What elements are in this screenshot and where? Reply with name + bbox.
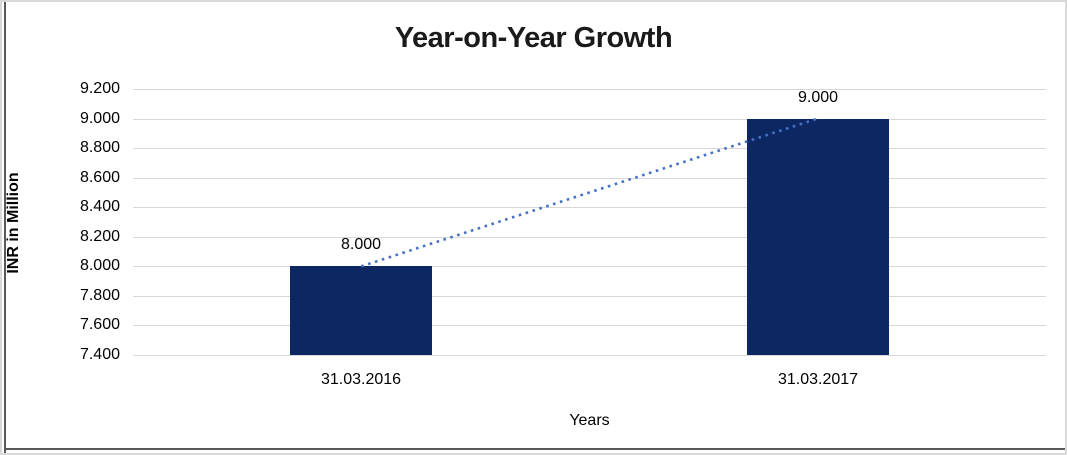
y-tick-label: 7.600 — [79, 316, 120, 333]
bar-31.03.2017 — [747, 119, 889, 355]
gridline — [133, 207, 1046, 208]
y-tick-label: 8.000 — [79, 257, 120, 274]
gridline — [133, 325, 1046, 326]
x-axis-category-labels: 31.03.2016 31.03.2017 — [133, 371, 1046, 393]
y-tick-label: 8.400 — [79, 198, 120, 215]
bottom-border-line — [4, 448, 1065, 450]
plot-area: 8.000 9.000 — [133, 89, 1046, 356]
y-tick-label: 8.800 — [79, 139, 120, 156]
x-category-label: 31.03.2017 — [777, 371, 859, 388]
gridline — [133, 119, 1046, 120]
y-tick-label: 7.400 — [79, 346, 120, 363]
gridline — [133, 296, 1046, 297]
y-tick-label: 8.600 — [79, 169, 120, 186]
gridline — [133, 89, 1046, 90]
gridline — [133, 355, 1046, 356]
left-border-line — [4, 2, 6, 453]
data-label: 8.000 — [340, 236, 382, 253]
data-label: 9.000 — [797, 89, 839, 106]
gridline — [133, 148, 1046, 149]
bar-31.03.2016 — [290, 266, 432, 355]
x-category-label: 31.03.2016 — [320, 371, 402, 388]
gridline — [133, 178, 1046, 179]
y-tick-label: 9.200 — [79, 80, 120, 97]
gridline — [133, 237, 1046, 238]
y-tick-label: 8.200 — [79, 228, 120, 245]
y-tick-label: 7.800 — [79, 287, 120, 304]
y-tick-label: 9.000 — [79, 110, 120, 127]
gridline — [133, 266, 1046, 267]
y-axis-tick-labels: 9.200 9.000 8.800 8.600 8.400 8.200 8.000 7.800… — [2, 80, 120, 363]
trendline — [360, 117, 819, 268]
x-axis-title: Years — [569, 412, 610, 429]
chart-title: Year-on-Year Growth — [394, 22, 673, 54]
